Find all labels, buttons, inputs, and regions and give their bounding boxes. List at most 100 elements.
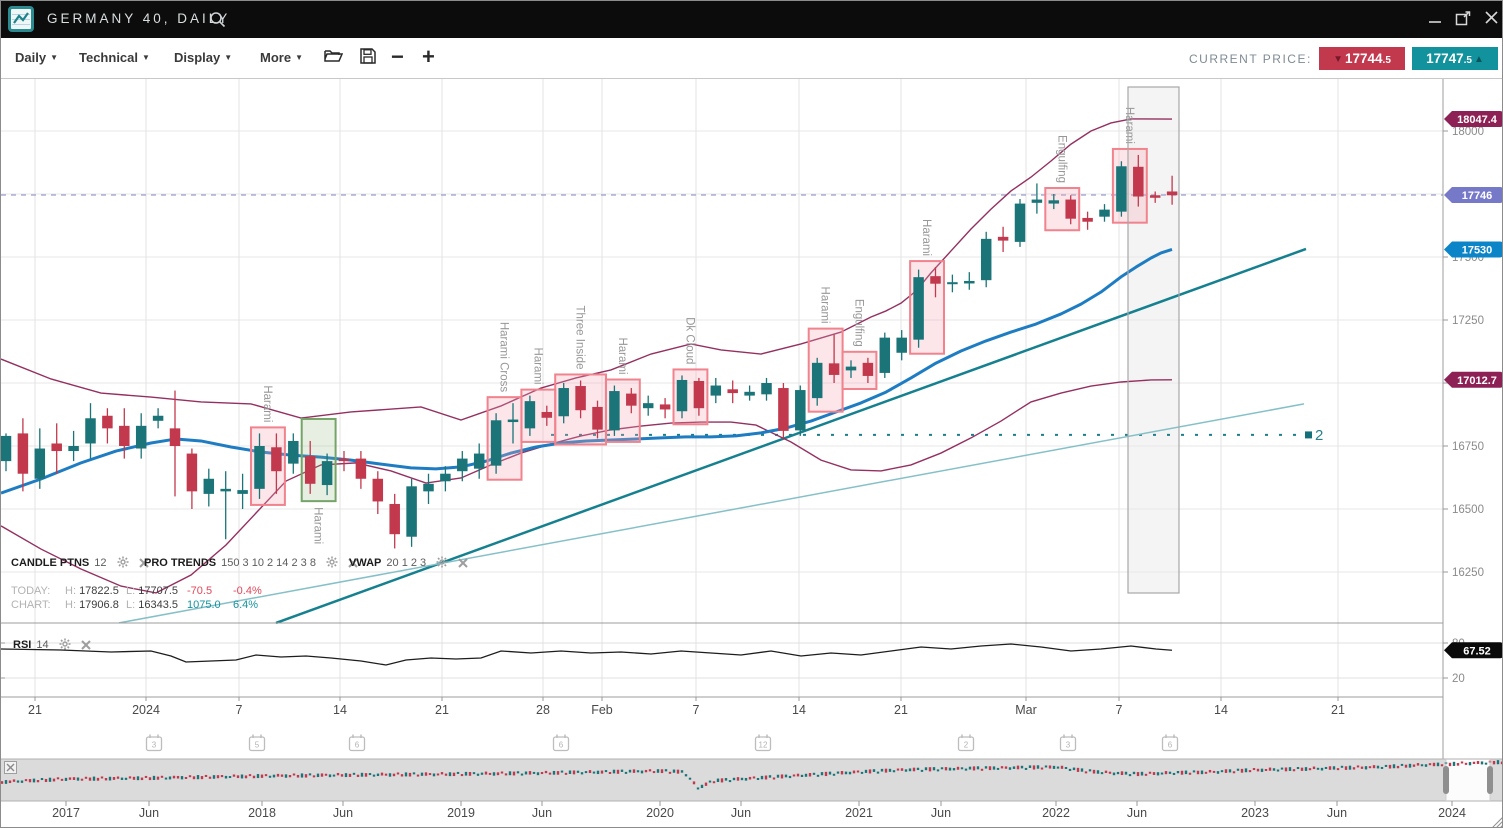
svg-text:6: 6 xyxy=(559,741,564,750)
navigator-handle-left[interactable] xyxy=(1443,766,1449,794)
svg-text:17746: 17746 xyxy=(1462,190,1493,202)
candle xyxy=(744,385,755,401)
rsi-value-badge: 67.52 xyxy=(1444,642,1502,659)
candle xyxy=(609,385,620,436)
svg-text:6: 6 xyxy=(1168,741,1173,750)
calendar-marker[interactable]: 3 xyxy=(145,734,163,752)
level-marker[interactable] xyxy=(1305,431,1312,439)
remove-indicator-icon[interactable] xyxy=(81,640,91,653)
candle xyxy=(879,332,891,378)
time-axis-label: 14 xyxy=(333,703,347,717)
candle xyxy=(203,468,215,507)
svg-text:67.52: 67.52 xyxy=(1463,645,1491,657)
candle xyxy=(507,403,519,444)
navigator-handle-right[interactable] xyxy=(1487,766,1493,794)
svg-text:17012.7: 17012.7 xyxy=(1457,375,1497,387)
menu-technical[interactable]: Technical ▼ xyxy=(79,50,150,65)
svg-text:3: 3 xyxy=(1066,741,1071,750)
pattern-label: Harami xyxy=(920,219,932,256)
chevron-down-icon: ▼ xyxy=(224,53,233,62)
candle xyxy=(642,395,654,416)
gear-icon[interactable] xyxy=(436,556,448,571)
zoom-out-icon[interactable]: − xyxy=(391,44,404,69)
calendar-marker[interactable]: 6 xyxy=(348,734,366,752)
candle xyxy=(676,375,688,419)
gear-icon[interactable] xyxy=(117,556,129,571)
remove-indicator-icon[interactable] xyxy=(458,558,469,571)
candle xyxy=(457,451,468,482)
rsi-line xyxy=(1,643,1173,666)
calendar-marker[interactable]: 2 xyxy=(957,734,975,752)
window-title: GERMANY 40, DAILY xyxy=(47,11,231,26)
search-icon[interactable] xyxy=(209,11,226,33)
pattern-label: Dk Cloud xyxy=(683,317,695,364)
time-axis-label: Mar xyxy=(1015,703,1037,717)
trend-major[interactable] xyxy=(275,247,1307,625)
time-axis-label: 2024 xyxy=(132,703,160,717)
price-axis: 180001750017250170001675016500162508020 xyxy=(1443,126,1484,685)
indicator-legend-rsi: RSI 14 xyxy=(13,638,91,653)
menu-timeframe[interactable]: Daily ▼ xyxy=(15,50,58,65)
navigator-year-label: 2021 xyxy=(845,806,873,820)
candle xyxy=(930,267,941,298)
sell-price-badge[interactable]: ▼ 17744.5 xyxy=(1319,47,1405,70)
close-button[interactable] xyxy=(1481,10,1501,28)
calendar-marker[interactable]: 3 xyxy=(1059,734,1077,752)
candle xyxy=(795,385,806,436)
candle xyxy=(1014,199,1026,247)
time-axis-label: 21 xyxy=(894,703,908,717)
pattern-label: Harami xyxy=(616,337,628,374)
remove-indicator-icon[interactable] xyxy=(138,558,149,571)
navigator-track[interactable] xyxy=(1,759,1503,801)
level-label: 2 xyxy=(1315,427,1323,444)
candle xyxy=(592,400,603,439)
minimize-button[interactable] xyxy=(1425,10,1445,28)
pattern-label: Harami xyxy=(531,348,543,385)
candle xyxy=(304,440,316,494)
candle xyxy=(186,448,198,509)
highlight-region-border[interactable] xyxy=(1127,86,1180,594)
candle xyxy=(254,433,265,499)
svg-text:17530: 17530 xyxy=(1462,244,1493,256)
time-axis-label: 14 xyxy=(792,703,806,717)
candle xyxy=(997,226,1009,252)
candle xyxy=(896,330,907,361)
calendar-marker[interactable]: 6 xyxy=(1161,734,1179,752)
navigator-selection[interactable] xyxy=(1446,759,1490,801)
buy-price-badge[interactable]: 17747.5 ▲ xyxy=(1412,47,1498,70)
gear-icon[interactable] xyxy=(59,638,71,653)
candle xyxy=(85,403,96,459)
time-axis-label: 21 xyxy=(1331,703,1345,717)
navigator-year-label: Jun xyxy=(1327,806,1347,820)
title-bar: GERMANY 40, DAILY xyxy=(1,1,1502,38)
calendar-marker[interactable]: 5 xyxy=(248,734,266,752)
candle xyxy=(1166,175,1178,205)
navigator-year-label: Jun xyxy=(1127,806,1147,820)
chart-toolbar: Daily ▼ Technical ▼ Display ▼ More ▼ − + CUR… xyxy=(1,38,1502,79)
trend-minor[interactable] xyxy=(118,403,1305,624)
resize-grip[interactable] xyxy=(1492,817,1503,828)
navigator-close-button[interactable] xyxy=(4,761,17,774)
candle xyxy=(811,357,823,406)
gear-icon[interactable] xyxy=(326,556,338,571)
chart-canvas[interactable]: 2 Harami Harami Harami Cross Harami Three Ins… xyxy=(1,79,1503,828)
menu-display[interactable]: Display ▼ xyxy=(174,50,233,65)
pattern-label: Harami Cross xyxy=(498,322,510,393)
candle xyxy=(17,418,29,492)
menu-more[interactable]: More ▼ xyxy=(260,50,303,65)
time-axis-label: 21 xyxy=(435,703,449,717)
remove-indicator-icon[interactable] xyxy=(348,558,358,571)
save-icon[interactable] xyxy=(359,47,377,70)
candle xyxy=(288,433,299,474)
time-axis-label: 7 xyxy=(693,703,700,717)
candle xyxy=(626,388,637,414)
open-folder-icon[interactable] xyxy=(323,47,344,70)
navigator-year-label: 2018 xyxy=(248,806,276,820)
zoom-in-icon[interactable]: + xyxy=(422,44,435,69)
calendar-marker[interactable]: 12 xyxy=(754,734,772,752)
popout-button[interactable] xyxy=(1453,10,1473,28)
candle xyxy=(862,357,874,383)
pattern-label: Harami xyxy=(819,287,831,324)
calendar-marker[interactable]: 6 xyxy=(552,734,570,752)
candle xyxy=(1048,194,1060,210)
